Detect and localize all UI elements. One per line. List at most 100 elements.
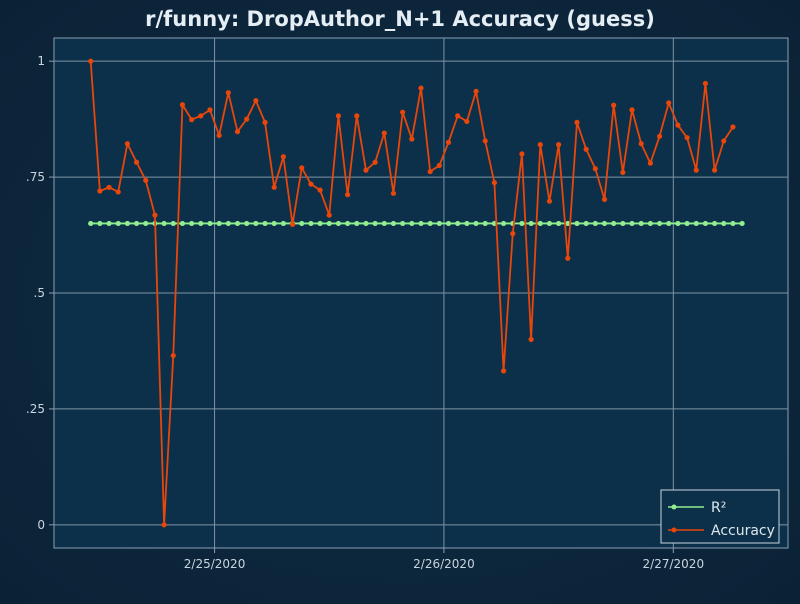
series-r2-point xyxy=(308,220,314,227)
series-accuracy-point xyxy=(88,58,94,64)
series-accuracy-point xyxy=(537,142,543,148)
series-accuracy-point xyxy=(675,122,681,128)
series-accuracy-point xyxy=(519,151,525,157)
series-accuracy-point xyxy=(299,165,305,171)
series-r2-point xyxy=(253,220,259,227)
x-tick-label: 2/26/2020 xyxy=(413,557,475,571)
series-r2-point xyxy=(583,220,589,227)
series-r2-point xyxy=(574,220,580,227)
series-r2-point xyxy=(592,220,598,227)
series-accuracy-point xyxy=(574,119,580,125)
series-accuracy-point xyxy=(372,159,378,165)
series-r2-point xyxy=(482,220,488,227)
series-r2-point xyxy=(363,220,369,227)
series-accuracy-point xyxy=(730,124,736,130)
legend-accuracy-label: Accuracy xyxy=(711,523,775,539)
series-accuracy-point xyxy=(161,522,167,528)
series-layer xyxy=(88,58,745,528)
series-accuracy-point xyxy=(721,138,727,144)
series-r2-point xyxy=(473,220,479,227)
series-accuracy-point xyxy=(473,88,479,94)
series-accuracy-point xyxy=(335,113,342,119)
series-accuracy-point xyxy=(152,212,158,218)
series-r2-point xyxy=(381,220,387,227)
series-accuracy-point xyxy=(666,100,672,106)
series-accuracy-point xyxy=(400,109,406,115)
x-tick-label: 2/27/2020 xyxy=(643,557,705,571)
series-r2-point xyxy=(372,220,378,227)
series-r2-point xyxy=(244,220,250,227)
series-accuracy-point xyxy=(115,189,121,195)
series-r2-point xyxy=(528,220,534,227)
series-accuracy-point xyxy=(647,160,653,166)
legend-box xyxy=(660,489,780,544)
series-r2-point xyxy=(445,220,452,227)
series-accuracy-point xyxy=(611,102,617,108)
series-accuracy-point xyxy=(656,133,663,139)
series-r2-point xyxy=(326,220,332,227)
series-r2-point xyxy=(500,220,507,227)
series-r2-point xyxy=(693,220,699,227)
series-r2-point xyxy=(124,220,130,227)
series-accuracy-point xyxy=(225,90,231,96)
series-accuracy-point xyxy=(556,142,562,148)
series-accuracy-point xyxy=(565,255,571,261)
series-accuracy-point xyxy=(216,132,222,138)
series-accuracy-point xyxy=(280,154,286,160)
series-r2-point xyxy=(317,220,323,227)
series-accuracy-point xyxy=(234,129,241,135)
series-r2-point xyxy=(335,220,342,227)
series-accuracy-point xyxy=(491,180,497,186)
series-r2-point xyxy=(88,220,94,227)
series-accuracy-point xyxy=(289,221,296,227)
series-accuracy-point xyxy=(308,181,314,187)
series-accuracy-point xyxy=(693,167,699,173)
y-tick-label: .75 xyxy=(26,170,45,184)
series-r2-point xyxy=(97,220,103,227)
y-tick-label: 0 xyxy=(37,518,45,532)
series-r2-point xyxy=(647,220,653,227)
series-r2-point xyxy=(143,220,149,227)
series-accuracy-point xyxy=(143,177,149,183)
series-r2-point xyxy=(133,220,140,227)
series-accuracy-point xyxy=(592,166,598,172)
series-r2-point xyxy=(280,220,286,227)
series-accuracy-point xyxy=(546,198,553,204)
series-r2-point xyxy=(565,220,571,227)
y-tick-label: .25 xyxy=(26,402,45,416)
series-accuracy-point xyxy=(271,184,277,190)
series-accuracy-point xyxy=(601,196,608,202)
series-accuracy-point xyxy=(381,130,387,136)
series-accuracy-point xyxy=(629,107,635,113)
series-accuracy-point xyxy=(170,352,176,359)
series-accuracy xyxy=(88,58,736,528)
series-accuracy-point xyxy=(445,139,452,145)
series-accuracy-point xyxy=(390,190,397,196)
series-accuracy-point xyxy=(684,135,690,141)
series-r2-point xyxy=(170,220,176,227)
series-r2-point xyxy=(207,220,213,227)
series-accuracy-point xyxy=(363,167,369,173)
series-accuracy-point xyxy=(409,136,415,142)
series-r2-point xyxy=(354,220,360,227)
axis-layer: 0 .25 .5 .75 1 2/25/2020 2/26/2020 2/27/2020 xyxy=(26,54,704,571)
series-accuracy-point xyxy=(510,231,516,237)
series-r2-point xyxy=(418,220,424,227)
chart-title: r/funny: DropAuthor_N+1 Accuracy (guess) xyxy=(145,7,655,31)
series-r2 xyxy=(88,220,745,227)
series-r2-point xyxy=(656,220,663,227)
series-accuracy-point xyxy=(418,85,424,91)
series-r2-point xyxy=(436,220,442,227)
series-r2-point xyxy=(638,220,644,227)
series-r2-point xyxy=(216,220,222,227)
series-accuracy-point xyxy=(455,113,461,119)
series-accuracy-point xyxy=(528,336,534,342)
series-r2-point xyxy=(345,220,351,227)
legend-accuracy-marker xyxy=(671,527,677,533)
series-r2-point xyxy=(730,220,736,227)
series-r2-point xyxy=(400,220,406,227)
series-accuracy-point xyxy=(124,141,130,147)
series-accuracy-point xyxy=(317,187,323,193)
series-accuracy-point xyxy=(345,192,351,198)
